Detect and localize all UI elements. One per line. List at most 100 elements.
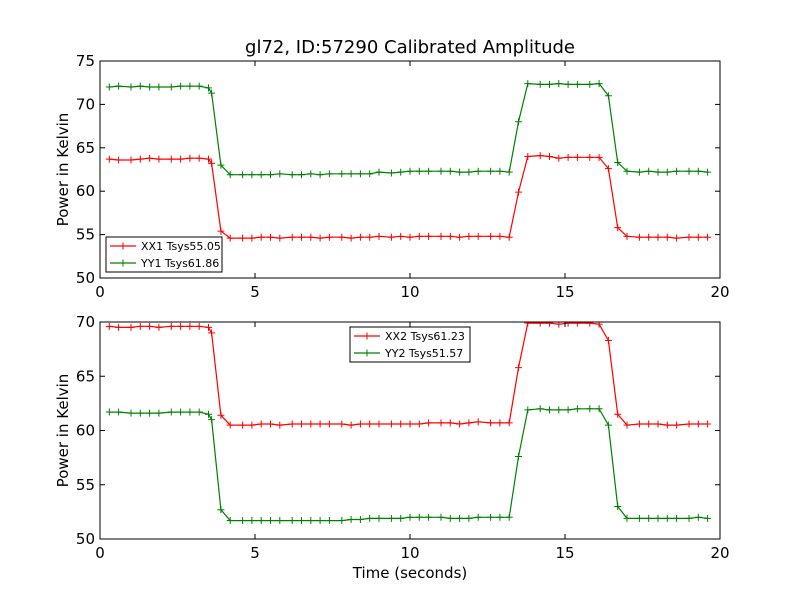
data-point xyxy=(177,322,185,330)
data-point xyxy=(387,169,395,177)
data-point xyxy=(456,233,464,241)
legend-box xyxy=(349,326,471,363)
data-point xyxy=(635,514,643,522)
data-point xyxy=(614,410,622,418)
data-point xyxy=(694,420,702,428)
data-point xyxy=(177,155,185,163)
data-point xyxy=(167,155,175,163)
data-point xyxy=(288,171,296,179)
series-line xyxy=(109,322,708,426)
x-tick-label: 15 xyxy=(555,283,574,301)
data-point xyxy=(276,517,284,525)
top-panel: 0 5 10 15 20 50 55 60 65 70 75 Power in Kelvin XX1 T… xyxy=(54,52,730,301)
legend-marker xyxy=(363,349,371,357)
data-point xyxy=(115,156,123,164)
data-point xyxy=(127,83,135,91)
data-point xyxy=(105,408,113,416)
data-point xyxy=(515,188,522,196)
data-point xyxy=(515,453,522,461)
data-point xyxy=(406,513,414,521)
data-point xyxy=(555,322,563,328)
data-point xyxy=(437,167,445,175)
data-point xyxy=(595,80,603,88)
data-point xyxy=(654,233,662,241)
data-point xyxy=(496,232,504,240)
data-point xyxy=(239,517,247,525)
data-point xyxy=(555,406,563,414)
data-point xyxy=(496,419,504,427)
data-point xyxy=(446,419,454,427)
data-point xyxy=(595,322,603,328)
data-point xyxy=(397,420,405,428)
data-point xyxy=(155,155,163,163)
y-tick-label: 50 xyxy=(76,269,95,287)
data-point xyxy=(663,233,671,241)
data-point xyxy=(316,420,324,428)
data-point xyxy=(446,167,454,175)
data-point xyxy=(704,420,712,428)
data-point xyxy=(505,419,513,427)
data-point xyxy=(205,323,212,331)
legend-marker xyxy=(119,242,127,250)
data-point xyxy=(415,232,423,240)
data-point xyxy=(524,152,532,160)
data-point xyxy=(217,227,225,235)
data-point xyxy=(195,322,203,330)
data-point xyxy=(474,232,482,240)
data-point xyxy=(338,233,346,241)
y-axis-label: Power in Kelvin xyxy=(54,374,72,488)
legend-marker xyxy=(363,332,371,340)
data-point xyxy=(366,514,374,522)
data-point xyxy=(536,152,544,160)
data-point xyxy=(704,168,712,176)
data-point xyxy=(316,234,324,242)
data-point xyxy=(614,159,622,167)
data-point xyxy=(155,409,163,417)
data-point xyxy=(115,82,123,90)
data-point xyxy=(226,517,234,525)
data-point xyxy=(338,517,346,525)
x-tick-label: 20 xyxy=(710,283,729,301)
data-point xyxy=(105,155,113,163)
series-line xyxy=(109,154,708,239)
x-tick-label: 0 xyxy=(95,544,105,562)
data-point xyxy=(267,517,274,525)
data-point xyxy=(465,168,473,176)
data-point xyxy=(248,421,256,429)
data-point xyxy=(155,83,163,91)
data-point xyxy=(208,329,216,337)
data-point xyxy=(115,323,123,331)
data-point xyxy=(586,322,594,327)
data-point xyxy=(167,408,175,416)
data-point xyxy=(167,83,175,91)
data-point xyxy=(136,82,144,90)
data-point xyxy=(366,170,374,178)
data-point xyxy=(474,418,482,426)
data-point xyxy=(257,420,265,428)
data-point xyxy=(347,170,355,178)
y-tick-label: 60 xyxy=(76,182,95,200)
y-tick-label: 65 xyxy=(76,367,95,385)
data-point xyxy=(586,153,594,161)
data-point xyxy=(437,419,445,427)
data-point xyxy=(456,420,464,428)
legend-box xyxy=(105,236,223,273)
x-tick-label: 20 xyxy=(710,544,729,562)
data-point xyxy=(127,323,135,331)
data-point xyxy=(307,517,315,525)
data-point xyxy=(645,514,653,522)
data-point xyxy=(536,405,544,413)
y-tick-label: 55 xyxy=(76,226,95,244)
data-point xyxy=(573,322,581,327)
data-point xyxy=(685,514,693,522)
data-point xyxy=(635,168,643,176)
data-point xyxy=(217,506,225,514)
data-point xyxy=(604,421,612,429)
data-point xyxy=(487,513,495,521)
data-point xyxy=(186,322,194,330)
data-point xyxy=(325,517,333,525)
data-point xyxy=(425,232,433,240)
data-point xyxy=(546,322,553,327)
data-point xyxy=(536,80,544,88)
data-point xyxy=(555,80,563,88)
